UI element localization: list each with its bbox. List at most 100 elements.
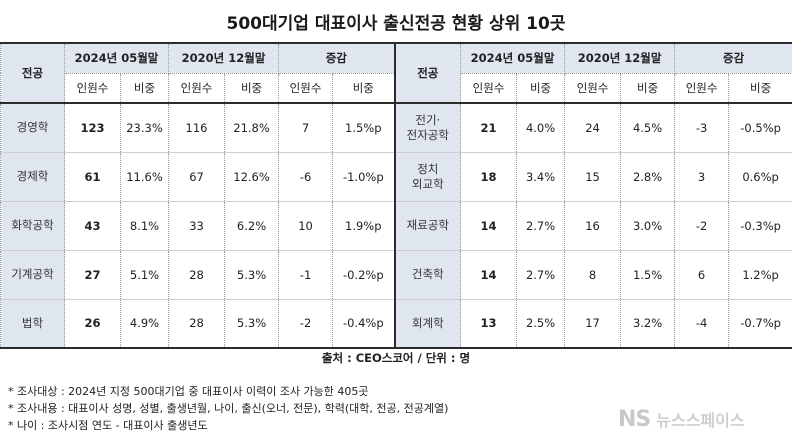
logo-mark: NS bbox=[618, 406, 651, 432]
count-change: -2 bbox=[674, 201, 730, 251]
subheader-people: 인원수 bbox=[564, 73, 622, 104]
count-2024: 14 bbox=[460, 250, 518, 300]
ratio-change: -0.7%p bbox=[728, 299, 792, 349]
count-2020: 33 bbox=[168, 201, 226, 251]
ratio-change: -1.0%p bbox=[332, 152, 396, 202]
count-change: -3 bbox=[674, 103, 730, 153]
ratio-2024: 2.7% bbox=[516, 250, 566, 300]
subheader-people: 인원수 bbox=[64, 73, 121, 104]
footnote-scope: * 조사대상 : 2024년 지정 500대기업 중 대표이사 이력이 조사 가… bbox=[8, 385, 369, 398]
count-2020: 67 bbox=[168, 152, 226, 202]
ratio-2024: 2.5% bbox=[516, 299, 566, 349]
header-2020-left: 2020년 12월말 bbox=[168, 42, 280, 74]
ratio-2024: 23.3% bbox=[119, 103, 170, 153]
count-2020: 15 bbox=[564, 152, 622, 202]
major-stats-table: 전공 2024년 05월말 2020년 12월말 증감 전공 2024년 05월… bbox=[0, 42, 792, 349]
field-name: 건축학 bbox=[393, 250, 462, 300]
subheader-ratio: 비중 bbox=[516, 73, 566, 104]
ratio-2020: 3.0% bbox=[620, 201, 676, 251]
ratio-2024: 8.1% bbox=[119, 201, 170, 251]
count-2020: 8 bbox=[564, 250, 622, 300]
ratio-change: -0.3%p bbox=[728, 201, 792, 251]
field-name: 경영학 bbox=[0, 103, 65, 153]
ratio-2024: 5.1% bbox=[119, 250, 170, 300]
footnotes: * 조사대상 : 2024년 지정 500대기업 중 대표이사 이력이 조사 가… bbox=[8, 383, 608, 434]
ratio-2020: 6.2% bbox=[224, 201, 280, 251]
table-row: 법학 26 4.9% 28 5.3% -2 -0.4%p 회계학 13 2.5%… bbox=[0, 299, 792, 349]
footnote-age: * 나이 : 조사시점 연도 - 대표이사 출생년도 bbox=[8, 419, 208, 432]
field-name: 전기· 전자공학 bbox=[393, 103, 462, 153]
header-change-left: 증감 bbox=[278, 42, 396, 74]
ratio-2020: 21.8% bbox=[224, 103, 280, 153]
count-2024: 27 bbox=[64, 250, 121, 300]
header-change-right: 증감 bbox=[674, 42, 792, 74]
ratio-2024: 4.0% bbox=[516, 103, 566, 153]
count-2020: 24 bbox=[564, 103, 622, 153]
field-name: 화학공학 bbox=[0, 201, 65, 251]
table-title: 500대기업 대표이사 출신전공 현황 상위 10곳 bbox=[226, 13, 566, 34]
count-2024: 123 bbox=[64, 103, 121, 153]
count-change: 10 bbox=[278, 201, 334, 251]
count-2024: 13 bbox=[460, 299, 518, 349]
ratio-change: 1.9%p bbox=[332, 201, 396, 251]
count-change: -2 bbox=[278, 299, 334, 349]
count-change: 6 bbox=[674, 250, 730, 300]
count-change: -1 bbox=[278, 250, 334, 300]
logo-text: 뉴스스페이스 bbox=[656, 411, 745, 430]
count-change: 3 bbox=[674, 152, 730, 202]
ratio-change: -0.5%p bbox=[728, 103, 792, 153]
table-row: 경영학 123 23.3% 116 21.8% 7 1.5%p 전기· 전자공학… bbox=[0, 103, 792, 153]
ratio-2024: 3.4% bbox=[516, 152, 566, 202]
count-2024: 14 bbox=[460, 201, 518, 251]
header-2024-left: 2024년 05월말 bbox=[63, 42, 170, 74]
count-change: -6 bbox=[278, 152, 334, 202]
subheader-ratio: 비중 bbox=[620, 73, 676, 104]
subheader-ratio: 비중 bbox=[224, 73, 280, 104]
ratio-2024: 11.6% bbox=[119, 152, 170, 202]
count-2024: 18 bbox=[460, 152, 518, 202]
footnote-contents: * 조사내용 : 대표이사 성명, 성별, 출생년월, 나이, 출신(오너, 전… bbox=[8, 402, 449, 415]
ratio-2020: 1.5% bbox=[620, 250, 676, 300]
subheader-people: 인원수 bbox=[278, 73, 334, 104]
header-field-left: 전공 bbox=[0, 42, 65, 104]
count-2020: 17 bbox=[564, 299, 622, 349]
count-2024: 43 bbox=[64, 201, 121, 251]
subheader-people: 인원수 bbox=[168, 73, 226, 104]
field-name: 기계공학 bbox=[0, 250, 65, 300]
field-name-line: 전기· 전자공학 bbox=[406, 112, 449, 142]
ratio-2024: 2.7% bbox=[516, 201, 566, 251]
count-2020: 28 bbox=[168, 299, 226, 349]
subheader-people: 인원수 bbox=[460, 73, 518, 104]
count-2020: 116 bbox=[168, 103, 226, 153]
table-row: 경제학 61 11.6% 67 12.6% -6 -1.0%p 정치 외교학 1… bbox=[0, 152, 792, 202]
ratio-2020: 4.5% bbox=[620, 103, 676, 153]
subheader-ratio: 비중 bbox=[728, 73, 792, 104]
ratio-2020: 5.3% bbox=[224, 250, 280, 300]
count-change: -4 bbox=[674, 299, 730, 349]
field-name: 회계학 bbox=[393, 299, 462, 349]
count-2020: 28 bbox=[168, 250, 226, 300]
ratio-change: 0.6%p bbox=[728, 152, 792, 202]
count-2024: 21 bbox=[460, 103, 518, 153]
ratio-change: -0.2%p bbox=[332, 250, 396, 300]
field-name: 법학 bbox=[0, 299, 65, 349]
table-row: 화학공학 43 8.1% 33 6.2% 10 1.9%p 재료공학 14 2.… bbox=[0, 201, 792, 251]
field-name: 경제학 bbox=[0, 152, 65, 202]
field-name: 재료공학 bbox=[393, 201, 462, 251]
ratio-change: -0.4%p bbox=[332, 299, 396, 349]
field-name-line: 정치 외교학 bbox=[411, 161, 444, 191]
field-name: 정치 외교학 bbox=[393, 152, 462, 202]
ratio-change: 1.5%p bbox=[332, 103, 396, 153]
ratio-2020: 3.2% bbox=[620, 299, 676, 349]
ratio-2020: 12.6% bbox=[224, 152, 280, 202]
count-2024: 61 bbox=[64, 152, 121, 202]
ratio-2024: 4.9% bbox=[119, 299, 170, 349]
table-row: 기계공학 27 5.1% 28 5.3% -1 -0.2%p 건축학 14 2.… bbox=[0, 250, 792, 300]
subheader-people: 인원수 bbox=[674, 73, 730, 104]
header-2020-right: 2020년 12월말 bbox=[564, 42, 676, 74]
count-2020: 16 bbox=[564, 201, 622, 251]
count-change: 7 bbox=[278, 103, 334, 153]
count-2024: 26 bbox=[64, 299, 121, 349]
subheader-ratio: 비중 bbox=[119, 73, 170, 104]
newsspace-logo: NS 뉴스스페이스 bbox=[618, 404, 788, 434]
